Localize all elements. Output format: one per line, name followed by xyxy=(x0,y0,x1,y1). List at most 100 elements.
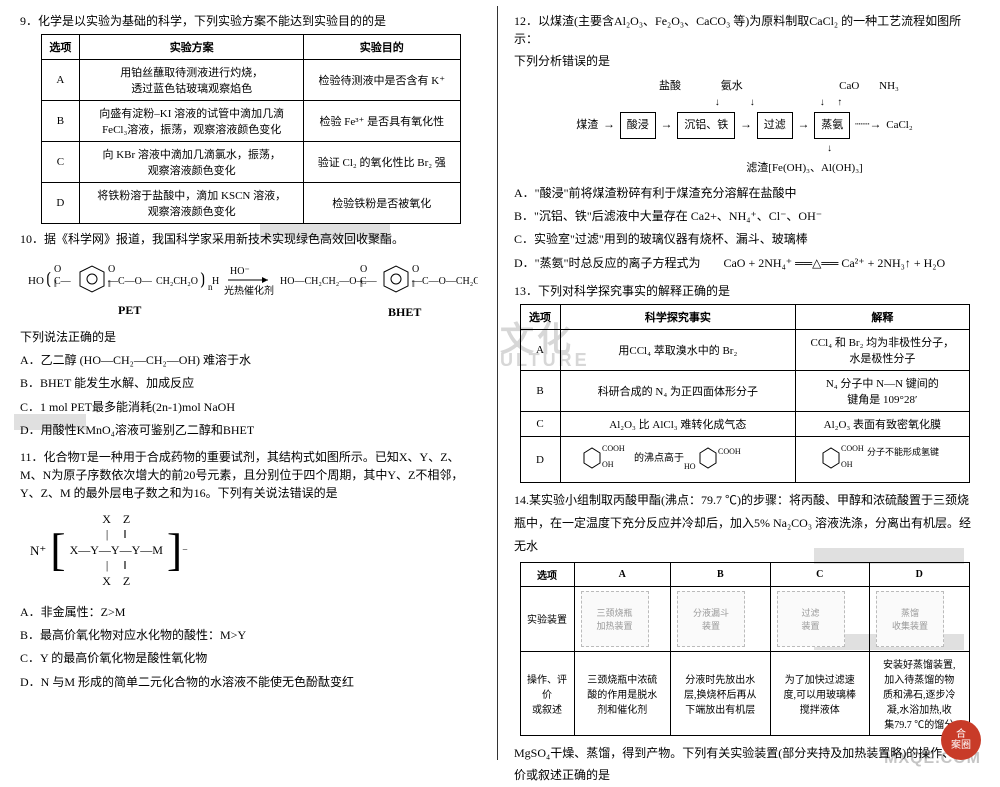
q11-mid: X—Y—Y—Y—M xyxy=(70,543,163,559)
q14-c-b: 分液时先放出水 层,换烧杯后再从 下端放出有机层 xyxy=(671,651,770,735)
q13-d2: COOH OH 分子不能形成氢键 xyxy=(796,437,969,483)
flow-1: 酸浸 xyxy=(620,112,656,139)
q11-charge: − xyxy=(182,545,188,556)
apparatus-b-icon: 分液漏斗 装置 xyxy=(677,591,745,647)
q13-table: 选项 科学探究事实 解释 A用CCl₄ 萃取溴水中的 Br₂CCl₄ 和 Br₂… xyxy=(520,304,970,483)
q14-ha: A xyxy=(574,562,671,586)
svg-text:⟯: ⟯ xyxy=(200,271,205,288)
svg-text:的沸点高于: 的沸点高于 xyxy=(634,451,684,464)
svg-text:COOH: COOH xyxy=(718,447,741,456)
svg-text:O: O xyxy=(108,264,115,275)
q11-opts: A．非金属性：Z>M B．最高价氧化物对应水化物的酸性：M>Y C．Y 的最高价… xyxy=(20,604,481,692)
svg-text:COOH: COOH xyxy=(602,444,625,453)
q11-d: D．N 与M 形成的简单二元化合物的水溶液不能使无色酚酞变红 xyxy=(20,674,481,691)
q13-h2: 解释 xyxy=(796,305,969,330)
q14-tail: MgSO₄干燥、蒸馏，得到产物。下列有关实验装置(部分夹持及加热装置略)的操作、… xyxy=(514,742,975,787)
q14-img-b: 分液漏斗 装置 xyxy=(671,586,770,651)
svg-text:BHET: BHET xyxy=(388,305,421,319)
q10-a: A．乙二醇 (HO—CH₂—CH₂—OH) 难溶于水 xyxy=(20,352,481,369)
q12-intro: 下列分析错误的是 xyxy=(514,52,975,70)
q12-opts: A．"酸浸"前将煤渣粉碎有利于煤渣充分溶解在盐酸中 B．"沉铝、铁"后滤液中大量… xyxy=(514,185,975,273)
flow-0: 煤渣 xyxy=(576,119,598,131)
q9-a0: A xyxy=(41,60,80,101)
q14-stem: 14.某实验小组制取丙酸甲酯(沸点：79.7 ℃)的步骤：将丙酸、甲醇和浓硫酸置… xyxy=(514,489,975,557)
q13-h1: 科学探究事实 xyxy=(560,305,796,330)
q10-stem: 10．据《科学网》报道，我国科学家采用新技术实现绿色高效回收聚酯。 xyxy=(20,230,481,248)
q9-h1: 实验方案 xyxy=(80,35,304,60)
q11-stem: 11．化合物T是一种用于合成药物的重要试剂，其结构式如图所示。已知X、Y、Z、M… xyxy=(20,448,481,502)
q9-c0: C xyxy=(41,142,80,183)
q9-h0: 选项 xyxy=(41,35,80,60)
q9-d2: 检验铁粉是否被氧化 xyxy=(304,183,460,224)
q12-a: A．"酸浸"前将煤渣粉碎有利于煤渣充分溶解在盐酸中 xyxy=(514,185,975,202)
q10-svg: HO ⟮ O ‖ C— O ‖ —C—O— CH₂CH₂O ⟯ n H HO⁻ … xyxy=(28,254,478,324)
q10-c: C．1 mol PET最多能消耗(2n-1)mol NaOH xyxy=(20,399,481,416)
q10-d: D．用酸性KMnO₄溶液可鉴别乙二醇和BHET xyxy=(20,422,481,439)
q9-b2: 检验 Fe³⁺ 是否具有氧化性 xyxy=(304,101,460,142)
logo-icon: 合 案圈 xyxy=(941,720,981,760)
flow-4: 蒸氨 xyxy=(814,112,850,139)
svg-text:—C—O—: —C—O— xyxy=(107,276,153,287)
q10-opts: A．乙二醇 (HO—CH₂—CH₂—OH) 难溶于水 B．BHET 能发生水解、… xyxy=(20,352,481,440)
q9-c2: 验证 Cl₂ 的氧化性比 Br₂ 强 xyxy=(304,142,460,183)
q12-c: C．实验室"过滤"用到的玻璃仪器有烧杯、漏斗、玻璃棒 xyxy=(514,231,975,248)
q9-a2: 检验待测液中是否含有 K⁺ xyxy=(304,60,460,101)
q11-top: X Z xyxy=(70,512,163,528)
q13-c2: Al₂O₃ 表面有致密氧化膜 xyxy=(796,412,969,437)
svg-text:COOH: COOH xyxy=(841,444,864,453)
q13-c1: Al₂O₃ 比 AlCl₃ 难转化成气态 xyxy=(560,412,796,437)
svg-text:HO: HO xyxy=(684,462,696,471)
q9-h2: 实验目的 xyxy=(304,35,460,60)
flowtop-4: NH₃ xyxy=(872,76,906,97)
q9-b1: 向盛有淀粉–KI 溶液的试管中滴加几滴 FeCl₃溶液，振荡，观察溶液颜色变化 xyxy=(80,101,304,142)
q9-table: 选项 实验方案 实验目的 A用铂丝蘸取待测液进行灼烧， 透过蓝色钴玻璃观察焰色检… xyxy=(41,34,461,224)
q13-b1: 科研合成的 N₄ 为正四面体形分子 xyxy=(560,371,796,412)
q11-bot: X Z xyxy=(70,574,163,590)
q13-b2: N₄ 分子中 N—N 键间的 键角是 109°28′ xyxy=(796,371,969,412)
arrow-icon: → xyxy=(603,113,615,136)
flow-3: 过滤 xyxy=(757,112,793,139)
svg-text:⟮: ⟮ xyxy=(46,271,51,288)
q9-b0: B xyxy=(41,101,80,142)
svg-text:HO⁻: HO⁻ xyxy=(230,266,250,277)
q13-a2: CCl₄ 和 Br₂ 均为非极性分子， 水是极性分子 xyxy=(796,330,969,371)
q13-c0: C xyxy=(520,412,560,437)
q14-img-c: 过滤 装置 xyxy=(770,586,869,651)
svg-text:OH: OH xyxy=(602,460,614,469)
q13-h0: 选项 xyxy=(520,305,560,330)
q14-hc: C xyxy=(770,562,869,586)
q9-c1: 向 KBr 溶液中滴加几滴氯水，振荡， 观察溶液颜色变化 xyxy=(80,142,304,183)
q12-flow: 盐酸 氨水 CaO NH₃ ↓ ↓ ↓ ↑ 煤渣 → 酸浸 → 沉铝、铁 → 过… xyxy=(514,76,975,179)
q11-c: C．Y 的最高价氧化物是酸性氧化物 xyxy=(20,650,481,667)
logo-l1: 合 xyxy=(956,729,966,740)
logo-l2: 案圈 xyxy=(951,740,971,751)
q13-a0: A xyxy=(520,330,560,371)
q11-b: B．最高价氧化物对应水化物的酸性：M>Y xyxy=(20,627,481,644)
q14-img-d: 蒸馏 收集装置 xyxy=(870,586,970,651)
q13-b0: B xyxy=(520,371,560,412)
svg-text:O: O xyxy=(412,264,419,275)
q10-b: B．BHET 能发生水解、加成反应 xyxy=(20,375,481,392)
q9-d0: D xyxy=(41,183,80,224)
q14-h0: 选项 xyxy=(520,562,574,586)
svg-text:O: O xyxy=(54,264,61,275)
q14-img-a: 三颈烧瓶 加热装置 xyxy=(574,586,671,651)
q14-table: 选项 A B C D 实验装置 三颈烧瓶 加热装置 分液漏斗 装置 过滤 装置 … xyxy=(520,562,970,736)
svg-text:C—: C— xyxy=(54,276,72,287)
flow-2: 沉铝、铁 xyxy=(677,112,735,139)
svg-text:C—: C— xyxy=(360,276,378,287)
q12-eq: CaO + 2NH₄⁺ ══△══ Ca²⁺ + 2NH₃↑ + H₂O xyxy=(723,256,945,270)
flowtop-0: 盐酸 xyxy=(643,76,697,97)
svg-text:OH: OH xyxy=(841,460,853,469)
q9-stem: 9．化学是以实验为基础的科学，下列实验方案不能达到实验目的的是 xyxy=(20,12,481,30)
rbracket-icon: ] xyxy=(167,532,182,569)
q10-figure: HO ⟮ O ‖ C— O ‖ —C—O— CH₂CH₂O ⟯ n H HO⁻ … xyxy=(28,254,481,324)
svg-text:CH₂CH₂O: CH₂CH₂O xyxy=(156,276,198,287)
q14-hb: B xyxy=(671,562,770,586)
svg-text:光热催化剂: 光热催化剂 xyxy=(224,284,274,297)
q12-d: D．"蒸氨"时总反应的离子方程式为 CaO + 2NH₄⁺ ══△══ Ca²⁺… xyxy=(514,255,975,272)
q13-d0: D xyxy=(520,437,560,483)
svg-text:—C—O—CH₂CH₂—OH: —C—O—CH₂CH₂—OH xyxy=(411,276,478,287)
q10-intro: 下列说法正确的是 xyxy=(20,328,481,346)
q9-d1: 将铁粉溶于盐酸中，滴加 KSCN 溶液， 观察溶液颜色变化 xyxy=(80,183,304,224)
